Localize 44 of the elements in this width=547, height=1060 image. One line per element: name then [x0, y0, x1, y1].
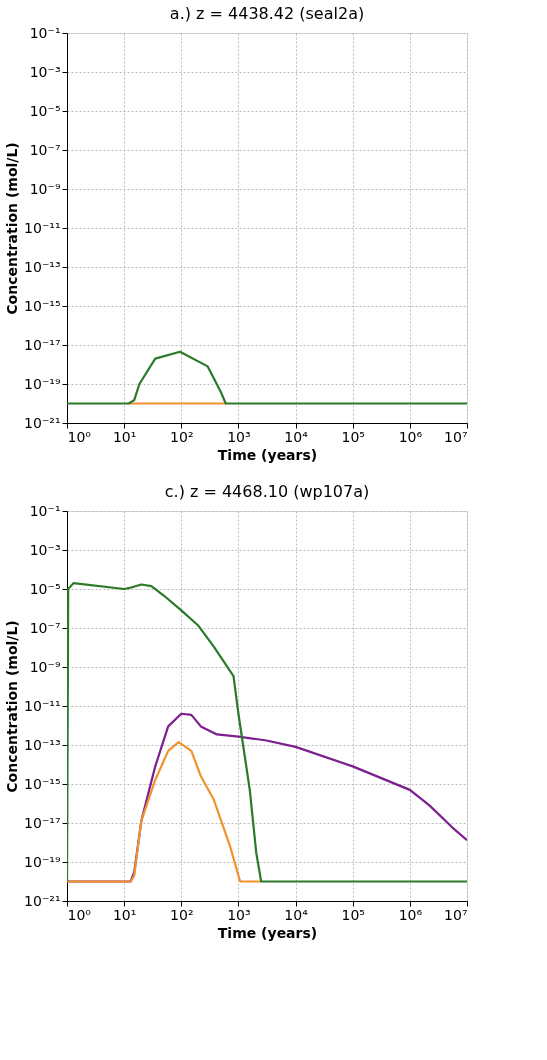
x-tick-label: 10¹	[112, 428, 137, 445]
y-tick-label: 10⁻¹³	[24, 736, 61, 753]
x-tick-label: 10⁶	[398, 428, 423, 445]
y-tick-label: 10⁻¹⁷	[24, 336, 61, 353]
x-tick-label: 10²	[170, 428, 194, 445]
y-tick-label: 10⁻⁷	[29, 619, 61, 636]
chart-title: c.) z = 4468.10 (wp107a)	[164, 482, 370, 501]
y-tick-label: 10⁻¹⁹	[24, 853, 61, 870]
x-tick-label: 10⁷	[444, 428, 468, 445]
y-tick-label: 10⁻¹⁷	[24, 814, 61, 831]
chart-title: a.) z = 4438.42 (seal2a)	[169, 4, 365, 23]
y-tick-label: 10⁻¹⁵	[24, 775, 61, 792]
x-tick-label: 10⁶	[398, 906, 423, 923]
y-tick-label: 10⁻⁷	[29, 141, 61, 158]
y-tick-label: 10⁻¹	[29, 502, 61, 519]
x-tick-label: 10³	[227, 428, 251, 445]
y-tick-label: 10⁻¹¹	[24, 219, 61, 236]
y-tick-label: 10⁻³	[29, 541, 61, 558]
y-axis-title: Concentration (mol/L)	[4, 620, 21, 793]
x-tick-label: 10⁵	[341, 428, 365, 445]
y-tick-label: 10⁻¹	[29, 24, 61, 41]
y-tick-label: 10⁻¹⁹	[24, 375, 61, 392]
y-tick-label: 10⁻²¹	[24, 892, 61, 909]
x-tick-label: 10⁴	[284, 428, 309, 445]
x-tick-label: 10⁷	[444, 906, 468, 923]
x-tick-label: 10⁰	[67, 906, 92, 923]
x-tick-label: 10¹	[112, 906, 137, 923]
y-tick-label: 10⁻²¹	[24, 414, 61, 431]
y-tick-label: 10⁻⁹	[29, 180, 61, 197]
x-tick-label: 10⁰	[67, 428, 92, 445]
y-tick-label: 10⁻⁵	[29, 580, 61, 597]
y-tick-label: 10⁻¹¹	[24, 697, 61, 714]
y-tick-label: 10⁻⁹	[29, 658, 61, 675]
y-tick-label: 10⁻¹³	[24, 258, 61, 275]
y-tick-label: 10⁻³	[29, 63, 61, 80]
x-tick-label: 10²	[170, 906, 194, 923]
x-axis-title: Time (years)	[217, 924, 318, 941]
x-tick-label: 10⁵	[341, 906, 365, 923]
x-axis-title: Time (years)	[217, 446, 318, 463]
y-tick-label: 10⁻⁵	[29, 102, 61, 119]
y-axis-title: Concentration (mol/L)	[4, 142, 21, 315]
x-tick-label: 10³	[227, 906, 251, 923]
x-tick-label: 10⁴	[284, 906, 309, 923]
y-tick-label: 10⁻¹⁵	[24, 297, 61, 314]
